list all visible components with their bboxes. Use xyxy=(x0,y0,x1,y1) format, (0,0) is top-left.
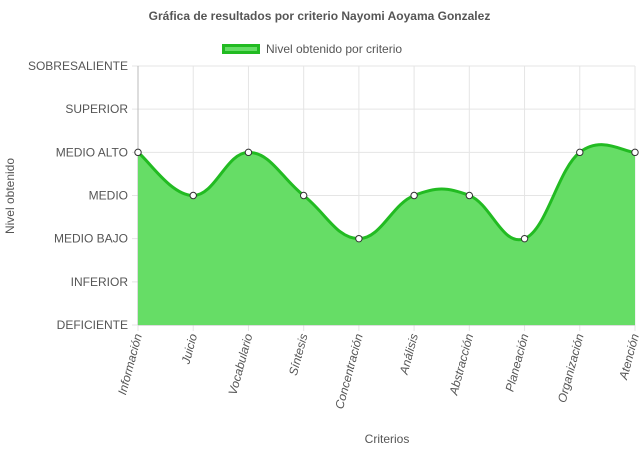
data-point xyxy=(520,234,529,243)
y-tick-label: SUPERIOR xyxy=(65,102,128,116)
x-tick-label: Juicio xyxy=(178,332,200,367)
series-line xyxy=(137,143,636,242)
y-axis-title: Nivel obtenido xyxy=(3,158,17,234)
data-point xyxy=(134,148,142,157)
y-tick-label: DEFICIENTE xyxy=(57,318,128,332)
x-tick-label: Análisis xyxy=(397,332,421,377)
data-point xyxy=(631,148,639,157)
legend[interactable]: Nivel obtenido por criterio xyxy=(222,42,402,56)
legend-label: Nivel obtenido por criterio xyxy=(266,42,403,56)
x-tick-label: Abstracción xyxy=(446,332,476,397)
data-point xyxy=(465,191,474,200)
data-point xyxy=(410,191,418,200)
data-point xyxy=(576,148,584,157)
chart-title: Gráfica de resultados por criterio Nayom… xyxy=(148,9,491,23)
x-tick-label: Organización xyxy=(555,332,587,404)
y-tick-label: MEDIO BAJO xyxy=(54,232,128,246)
x-tick-label: Síntesis xyxy=(286,332,311,377)
x-tick-label: Planeación xyxy=(503,332,532,393)
y-tick-label: INFERIOR xyxy=(71,275,129,289)
y-tick-label: MEDIO xyxy=(89,189,128,203)
x-tick-label: Información xyxy=(115,332,145,396)
x-tick-label: Concentración xyxy=(332,332,366,411)
x-axis-title: Criterios xyxy=(365,432,410,446)
data-point xyxy=(244,148,253,157)
x-tick-label: Atención xyxy=(616,332,639,382)
data-point xyxy=(189,191,197,200)
data-point xyxy=(299,191,308,200)
legend-swatch xyxy=(222,44,260,54)
x-tick-label: Vocabulario xyxy=(226,332,256,397)
y-tick-label: MEDIO ALTO xyxy=(56,145,128,159)
data-point xyxy=(355,234,363,243)
series-area xyxy=(138,144,635,325)
y-tick-label: SOBRESALIENTE xyxy=(28,59,128,73)
